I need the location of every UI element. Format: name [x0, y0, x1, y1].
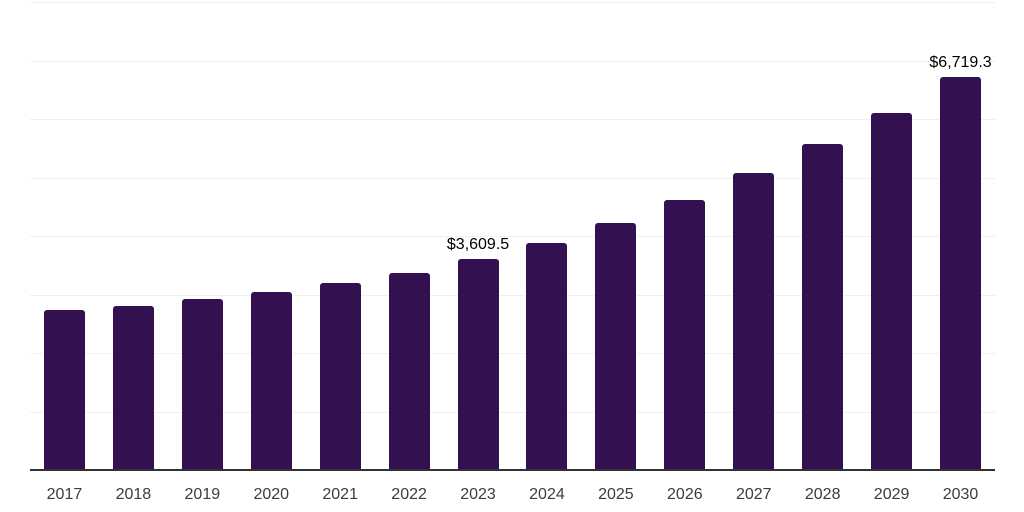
bar-2023[interactable]: [457, 258, 499, 470]
x-axis-label-2028: 2028: [804, 486, 841, 503]
gridline-2000: [30, 353, 995, 354]
bar-2028[interactable]: [802, 144, 844, 470]
bar-2019[interactable]: [181, 299, 223, 470]
x-axis-label-2021: 2021: [322, 486, 358, 503]
x-axis-label-2027: 2027: [735, 486, 772, 503]
x-axis-label-2019: 2019: [184, 486, 221, 503]
data-label-2030: $6,719.3: [929, 53, 992, 71]
bar-2030[interactable]: [940, 76, 982, 470]
gridline-8000: [30, 2, 995, 3]
x-axis-label-2022: 2022: [391, 486, 427, 503]
bar-2020[interactable]: [250, 292, 292, 470]
x-axis-label-2017: 2017: [46, 486, 83, 503]
gridline-4000: [30, 236, 995, 237]
x-axis-label-2023: 2023: [460, 486, 496, 503]
x-axis-label-2029: 2029: [873, 486, 910, 503]
x-axis-label-2024: 2024: [529, 486, 565, 503]
x-axis-label-2018: 2018: [115, 486, 152, 503]
gridline-1000: [30, 411, 995, 413]
x-axis-line: [30, 469, 995, 471]
gridline-3000: [30, 294, 995, 296]
x-axis-label-2025: 2025: [598, 486, 634, 503]
bar-2021[interactable]: [319, 283, 361, 470]
gridline-6000: [30, 119, 995, 120]
gridline-5000: [30, 177, 995, 179]
bar-2029[interactable]: [871, 112, 913, 470]
bar-2017[interactable]: [43, 309, 85, 470]
x-axis-label-2030: 2030: [942, 486, 979, 503]
gridline-7000: [30, 60, 995, 62]
bar-2024[interactable]: [526, 243, 568, 470]
data-label-2023: $3,609.5: [446, 235, 510, 253]
bar-2027[interactable]: [733, 173, 775, 470]
x-axis-label-2020: 2020: [253, 486, 290, 503]
bar-2022[interactable]: [388, 273, 430, 470]
x-axis-label-2026: 2026: [667, 486, 703, 503]
bar-2026[interactable]: [664, 199, 706, 470]
bar-2025[interactable]: [595, 222, 637, 470]
bar-2018[interactable]: [112, 305, 154, 470]
